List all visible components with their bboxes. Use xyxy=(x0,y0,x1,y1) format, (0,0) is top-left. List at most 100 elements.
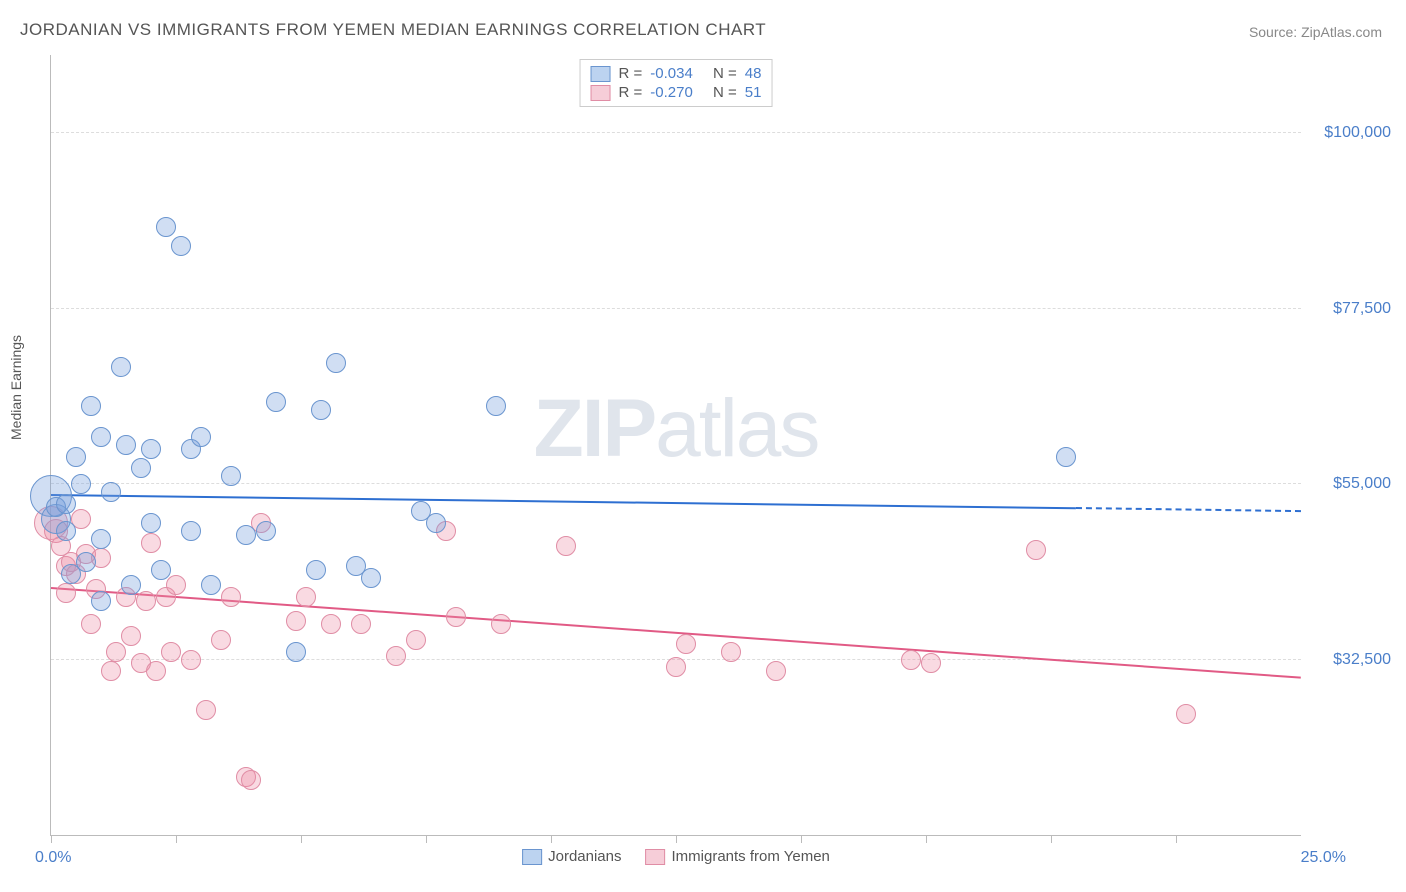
scatter-point-a xyxy=(221,466,241,486)
legend-item-b: Immigrants from Yemen xyxy=(645,848,829,865)
scatter-point-a xyxy=(256,521,276,541)
scatter-point-a xyxy=(56,521,76,541)
source-label: Source: ZipAtlas.com xyxy=(1249,24,1382,40)
scatter-point-a xyxy=(326,353,346,373)
scatter-point-a xyxy=(236,525,256,545)
scatter-point-b xyxy=(321,614,341,634)
watermark-bold: ZIP xyxy=(534,383,656,474)
scatter-point-b xyxy=(146,661,166,681)
gridline xyxy=(51,308,1301,309)
scatter-point-a xyxy=(121,575,141,595)
scatter-point-b xyxy=(386,646,406,666)
r-value-a: -0.034 xyxy=(650,65,693,82)
scatter-point-b xyxy=(491,614,511,634)
scatter-point-b xyxy=(181,650,201,670)
scatter-point-b xyxy=(121,626,141,646)
scatter-point-b xyxy=(166,575,186,595)
chart-title: JORDANIAN VS IMMIGRANTS FROM YEMEN MEDIA… xyxy=(20,20,766,40)
x-tick-label-min: 0.0% xyxy=(35,849,71,867)
scatter-point-a xyxy=(81,396,101,416)
scatter-point-b xyxy=(901,650,921,670)
legend-swatch-b xyxy=(645,849,665,865)
scatter-point-b xyxy=(351,614,371,634)
scatter-point-a xyxy=(286,642,306,662)
scatter-point-a xyxy=(141,439,161,459)
scatter-point-b xyxy=(446,607,466,627)
x-tick xyxy=(926,835,927,843)
scatter-point-a xyxy=(66,447,86,467)
scatter-point-b xyxy=(106,642,126,662)
scatter-point-b xyxy=(211,630,231,650)
x-tick xyxy=(551,835,552,843)
x-tick xyxy=(176,835,177,843)
scatter-point-b xyxy=(721,642,741,662)
legend-label-a: Jordanians xyxy=(548,848,621,865)
y-tick-label: $77,500 xyxy=(1333,300,1391,318)
scatter-point-a xyxy=(131,458,151,478)
scatter-point-b xyxy=(556,536,576,556)
x-tick xyxy=(676,835,677,843)
y-tick-label: $32,500 xyxy=(1333,651,1391,669)
legend-label-b: Immigrants from Yemen xyxy=(671,848,829,865)
scatter-point-a xyxy=(181,521,201,541)
scatter-point-a xyxy=(426,513,446,533)
scatter-point-a xyxy=(266,392,286,412)
watermark: ZIPatlas xyxy=(534,382,819,476)
n-value-a: 48 xyxy=(745,65,762,82)
gridline xyxy=(51,483,1301,484)
scatter-point-b xyxy=(921,653,941,673)
scatter-point-a xyxy=(311,400,331,420)
y-axis-label: Median Earnings xyxy=(8,335,24,440)
scatter-point-b xyxy=(161,642,181,662)
r-value-b: -0.270 xyxy=(650,84,693,101)
scatter-point-a xyxy=(91,529,111,549)
chart-plot-area: ZIPatlas R = -0.034 N = 48 R = -0.270 N … xyxy=(50,55,1301,836)
x-tick-label-max: 25.0% xyxy=(1301,849,1346,867)
scatter-point-b xyxy=(766,661,786,681)
scatter-point-a xyxy=(111,357,131,377)
r-label: R = xyxy=(619,84,643,101)
scatter-point-b xyxy=(81,614,101,634)
scatter-point-a xyxy=(191,427,211,447)
corr-legend-row-a: R = -0.034 N = 48 xyxy=(591,64,762,83)
scatter-point-a xyxy=(1056,447,1076,467)
watermark-rest: atlas xyxy=(655,383,818,474)
n-value-b: 51 xyxy=(745,84,762,101)
corr-legend-row-b: R = -0.270 N = 51 xyxy=(591,83,762,102)
scatter-point-b xyxy=(101,661,121,681)
y-tick-label: $55,000 xyxy=(1333,475,1391,493)
scatter-point-b xyxy=(141,533,161,553)
scatter-point-a xyxy=(486,396,506,416)
scatter-point-a xyxy=(101,482,121,502)
scatter-point-b xyxy=(286,611,306,631)
scatter-point-a xyxy=(71,474,91,494)
x-tick xyxy=(801,835,802,843)
scatter-point-a xyxy=(141,513,161,533)
scatter-point-b xyxy=(666,657,686,677)
scatter-point-b xyxy=(241,770,261,790)
legend-swatch-a xyxy=(591,66,611,82)
scatter-point-a xyxy=(91,427,111,447)
scatter-point-b xyxy=(676,634,696,654)
scatter-point-b xyxy=(296,587,316,607)
scatter-point-a xyxy=(306,560,326,580)
scatter-point-b xyxy=(56,583,76,603)
x-tick xyxy=(301,835,302,843)
x-tick xyxy=(426,835,427,843)
x-tick xyxy=(1051,835,1052,843)
y-tick-label: $100,000 xyxy=(1324,124,1391,142)
scatter-point-b xyxy=(1026,540,1046,560)
bottom-legend: Jordanians Immigrants from Yemen xyxy=(522,848,830,865)
legend-swatch-b xyxy=(591,85,611,101)
legend-swatch-a xyxy=(522,849,542,865)
scatter-point-a xyxy=(56,494,76,514)
scatter-point-b xyxy=(221,587,241,607)
r-label: R = xyxy=(619,65,643,82)
scatter-point-a xyxy=(361,568,381,588)
x-tick xyxy=(1176,835,1177,843)
scatter-point-a xyxy=(151,560,171,580)
scatter-point-b xyxy=(406,630,426,650)
n-label: N = xyxy=(713,65,737,82)
x-tick xyxy=(51,835,52,843)
legend-item-a: Jordanians xyxy=(522,848,621,865)
